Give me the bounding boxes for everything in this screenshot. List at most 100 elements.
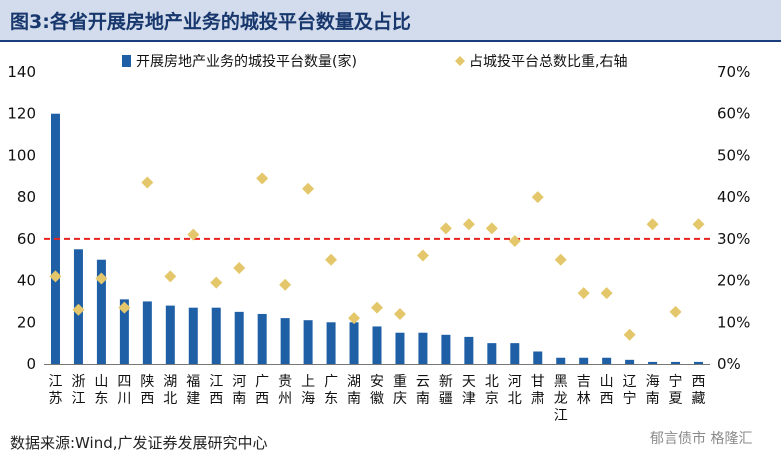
bar <box>556 357 566 364</box>
bar <box>533 351 543 364</box>
bar <box>280 318 290 364</box>
bar <box>464 336 474 364</box>
diamond-point <box>669 305 682 318</box>
y-right-tick-label: 10% <box>717 313 750 331</box>
bar <box>142 301 152 364</box>
watermark: 郁言债市 格隆汇 <box>650 431 753 447</box>
chart-title: 图3:各省开展房地产业务的城投平台数量及占比 <box>10 11 411 33</box>
bar <box>372 326 382 364</box>
title-bar: 图3:各省开展房地产业务的城投平台数量及占比 <box>0 0 781 42</box>
y-left-tick-label: 40 <box>17 272 36 290</box>
bar <box>625 359 635 364</box>
bar <box>165 305 175 364</box>
diamond-point <box>348 312 361 325</box>
diamond-point <box>577 287 590 300</box>
x-tick-label: 江西 <box>209 374 223 407</box>
y-left-tick-label: 80 <box>17 188 36 206</box>
x-tick-label: 河南 <box>232 374 246 407</box>
x-tick-label: 山西 <box>600 374 614 407</box>
y-right-tick-label: 70% <box>717 63 750 81</box>
y-left-tick-label: 100 <box>7 146 36 164</box>
diamond-point <box>393 307 406 320</box>
bar <box>303 320 313 364</box>
diamond-point <box>72 303 85 316</box>
diamond-point <box>210 276 223 289</box>
bar <box>257 313 267 364</box>
x-tick-label: 上海 <box>301 374 315 407</box>
diamond-point <box>439 222 452 235</box>
bar <box>648 361 658 364</box>
bar <box>395 332 405 364</box>
diamond-point <box>485 222 498 235</box>
x-tick-label: 黑龙江 <box>554 374 568 424</box>
y-right-tick-label: 20% <box>717 272 750 290</box>
bar <box>671 361 681 364</box>
bar <box>119 299 129 364</box>
x-tick-label: 宁夏 <box>669 373 683 407</box>
legend-bar-label: 开展房地产业务的城投平台数量(家) <box>136 53 357 70</box>
bar <box>234 311 244 364</box>
y-right-tick-label: 60% <box>717 105 750 123</box>
bar <box>188 307 198 364</box>
y-left-tick-label: 0 <box>26 355 36 373</box>
x-tick-label: 辽宁 <box>623 374 637 407</box>
bar <box>579 357 589 364</box>
y-left-tick-label: 60 <box>17 230 36 248</box>
x-tick-label: 广东 <box>324 374 338 407</box>
diamond-point <box>279 278 292 291</box>
diamond-point <box>416 249 429 262</box>
x-tick-label: 河北 <box>508 374 522 407</box>
x-tick-label: 海南 <box>646 374 660 407</box>
bar <box>510 343 520 364</box>
y-right-tick-label: 40% <box>717 188 750 206</box>
diamond-point <box>302 182 315 195</box>
y-left-tick-label: 140 <box>7 63 36 81</box>
diamond-point <box>256 172 269 185</box>
diamond-point <box>554 253 567 266</box>
x-tick-label: 山东 <box>94 374 108 407</box>
bar <box>418 332 428 364</box>
diamond-point <box>600 287 613 300</box>
diamond-point <box>141 176 154 189</box>
y-right-tick-label: 30% <box>717 230 750 248</box>
diamond-point <box>623 328 636 341</box>
x-tick-label: 湖北 <box>163 374 177 407</box>
y-right-tick-label: 0% <box>717 355 741 373</box>
y-left-tick-label: 120 <box>7 105 36 123</box>
x-tick-label: 北京 <box>485 374 499 407</box>
diamond-point <box>95 272 108 285</box>
x-tick-label: 西藏 <box>692 374 706 407</box>
bar <box>326 322 336 364</box>
y-right-tick-label: 50% <box>717 146 750 164</box>
legend-diamond-swatch <box>455 56 465 66</box>
diamond-point <box>164 270 177 283</box>
x-tick-label: 新疆 <box>439 374 453 407</box>
x-tick-label: 江苏 <box>48 374 62 407</box>
diamond-point <box>371 301 383 314</box>
x-tick-label: 湖南 <box>347 374 361 407</box>
x-tick-label: 云南 <box>416 374 430 407</box>
bar <box>96 259 106 364</box>
x-tick-label: 四川 <box>117 374 131 407</box>
diamond-point <box>508 234 521 247</box>
x-tick-label: 贵州 <box>278 374 292 407</box>
legend-bar-swatch <box>122 55 131 67</box>
x-tick-label: 甘肃 <box>531 374 545 407</box>
x-tick-label: 陕西 <box>140 374 154 407</box>
diamond-point <box>646 218 659 231</box>
y-left-tick-label: 20 <box>17 313 36 331</box>
legend-diamond-label: 占城投平台总数比重,右轴 <box>469 54 627 70</box>
x-tick-label: 重庆 <box>393 374 407 407</box>
diamond-point <box>325 253 338 266</box>
diamond-point <box>118 301 131 314</box>
diamond-point <box>692 218 705 231</box>
bar <box>349 322 359 364</box>
x-tick-label: 安徽 <box>370 374 384 407</box>
x-tick-label: 福建 <box>186 374 200 407</box>
bar <box>694 361 704 364</box>
x-tick-label: 天津 <box>462 374 476 407</box>
diamond-point <box>233 262 246 275</box>
source-note: 数据来源:Wind,广发证券发展研究中心 <box>10 434 268 452</box>
diamond-point <box>187 228 200 241</box>
